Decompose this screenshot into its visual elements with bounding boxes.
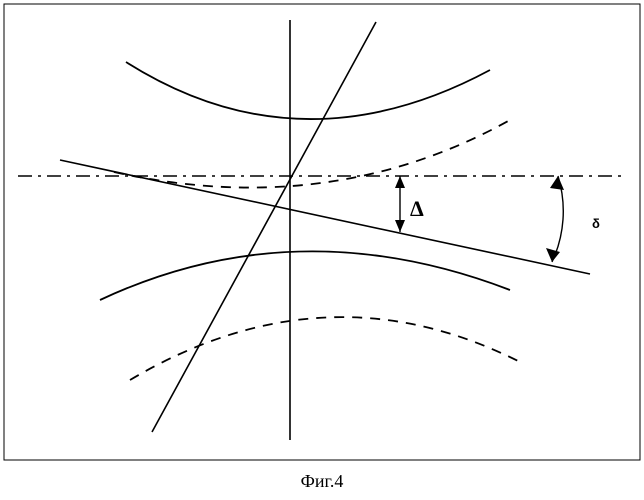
dashed-lower-arc <box>130 317 520 380</box>
dashed-upper-arc <box>114 120 510 188</box>
solid-lower-arc <box>100 251 510 300</box>
diagram-svg: Δ δ <box>0 0 644 500</box>
delta-arrow-head-down <box>395 220 405 232</box>
tilted-axis <box>152 22 376 432</box>
delta-arrow-head-up <box>395 176 405 188</box>
angle-arrow-head-up <box>550 176 564 190</box>
figure-caption: Фиг.4 <box>0 471 644 492</box>
angle-arrow-head-down <box>546 248 560 262</box>
delta-lowercase-label: δ <box>592 216 600 231</box>
figure-frame: Δ δ Фиг.4 <box>0 0 644 500</box>
solid-upper-arc <box>126 62 490 119</box>
delta-uppercase-label: Δ <box>410 196 424 221</box>
border-rect <box>4 4 640 460</box>
